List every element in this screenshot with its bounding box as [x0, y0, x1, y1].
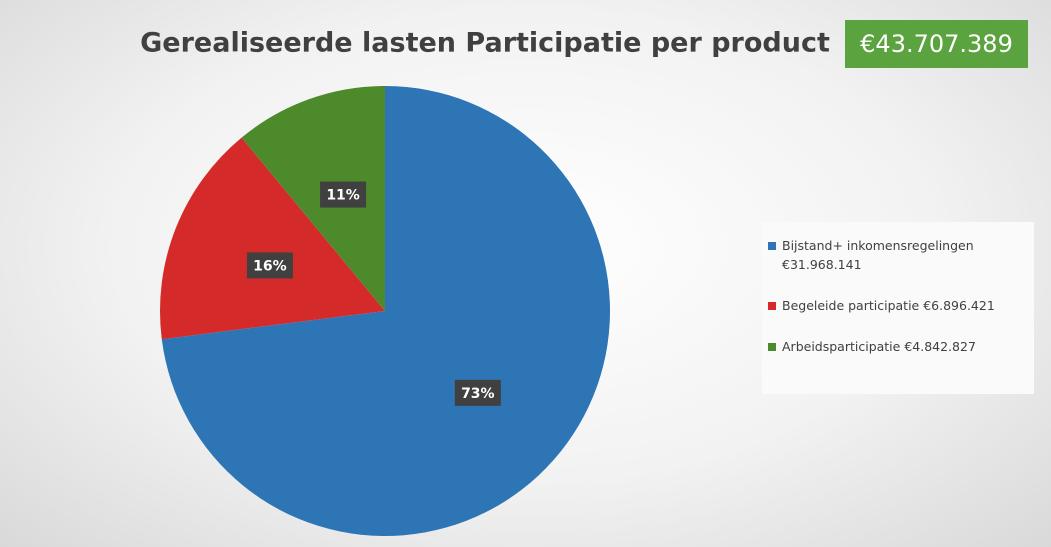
data-label-box [320, 181, 367, 208]
legend-label: Bijstand+ inkomensregelingen €31.968.141 [782, 238, 974, 272]
legend-label: Begeleide participatie €6.896.421 [782, 298, 995, 313]
data-label-box [454, 379, 501, 406]
legend: Bijstand+ inkomensregelingen €31.968.141… [762, 222, 1034, 394]
data-label-box [246, 252, 293, 279]
data-label: 16% [253, 258, 287, 274]
data-label: 73% [461, 386, 495, 402]
legend-entry: Bijstand+ inkomensregelingen €31.968.141 [768, 236, 1028, 274]
legend-label: Arbeidsparticipatie €4.842.827 [782, 339, 976, 354]
legend-entry: Begeleide participatie €6.896.421 [768, 296, 1028, 315]
data-label: 11% [326, 188, 360, 204]
total-box: €43.707.389 [845, 20, 1028, 68]
legend-entry: Arbeidsparticipatie €4.842.827 [768, 337, 1028, 356]
legend-swatch [768, 242, 776, 250]
pie-slice [241, 86, 385, 311]
pie-slice [160, 137, 385, 340]
legend-swatch [768, 302, 776, 310]
chart-title: Gerealiseerde lasten Participatie per pr… [140, 28, 830, 59]
legend-swatch [768, 343, 776, 351]
pie-slice [161, 86, 610, 536]
